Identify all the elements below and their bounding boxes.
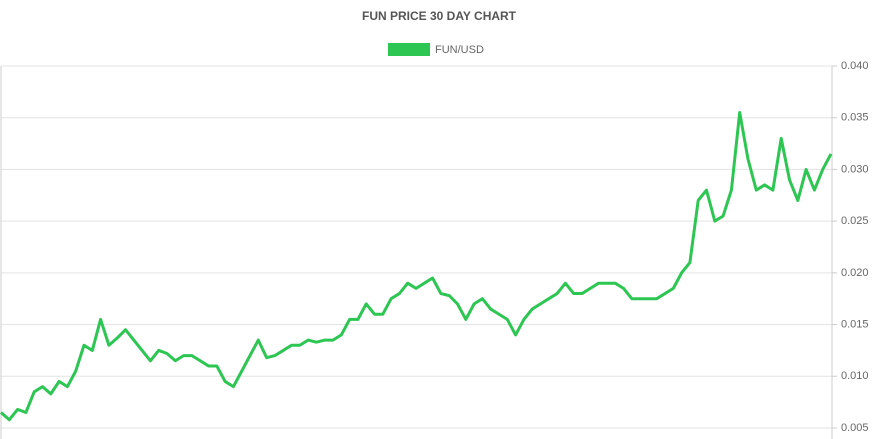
y-tick-label: 0.005	[841, 422, 869, 434]
y-tick-label: 0.040	[841, 60, 869, 72]
y-tick-label: 0.015	[841, 318, 869, 330]
y-tick-label: 0.020	[841, 267, 869, 279]
y-tick-label: 0.025	[841, 215, 869, 227]
y-tick-label: 0.030	[841, 163, 869, 175]
y-tick-label: 0.010	[841, 370, 869, 382]
y-tick-label: 0.035	[841, 112, 869, 124]
legend-label: FUN/USD	[435, 44, 484, 56]
legend-swatch	[388, 43, 430, 56]
line	[0, 111, 833, 422]
chart-title: FUN PRICE 30 DAY CHART	[362, 9, 517, 23]
